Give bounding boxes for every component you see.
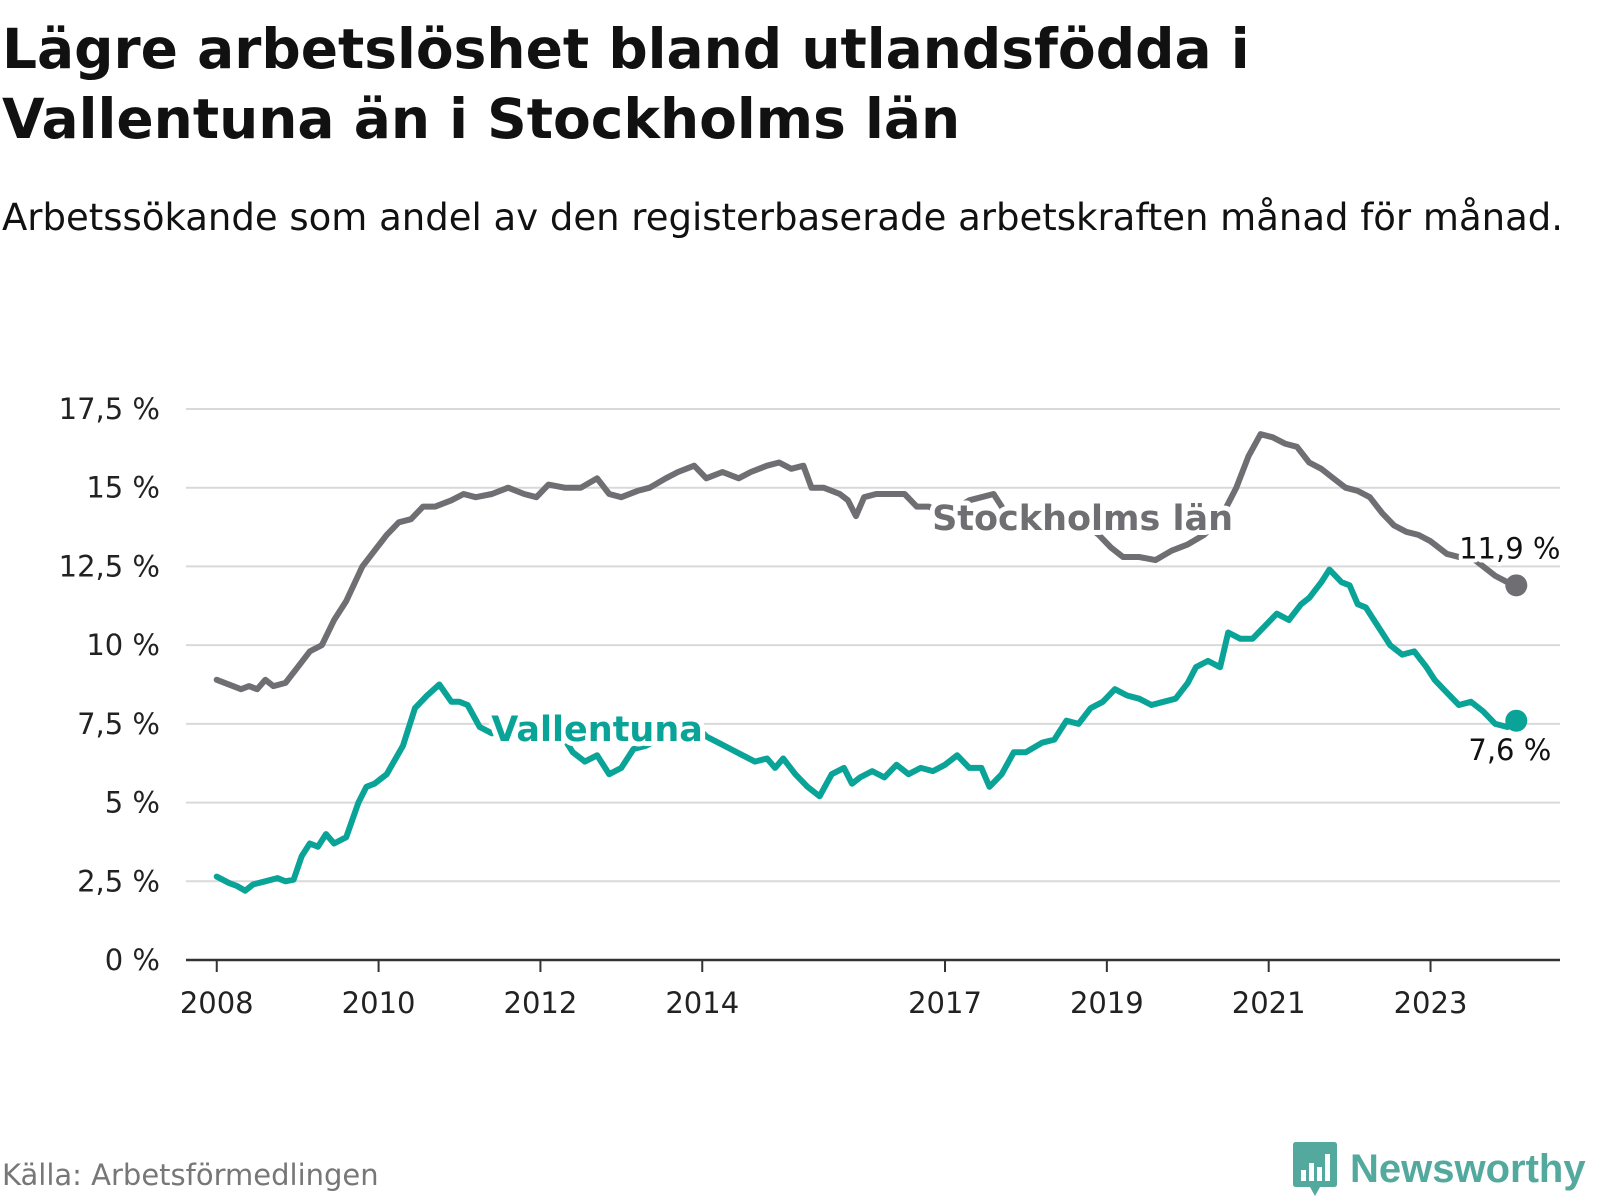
chart-title: Lägre arbetslöshet bland utlandsfödda i … [2,17,1250,151]
x-tick-label: 2017 [908,986,982,1020]
chart-subtitle: Arbetssökande som andel av den registerb… [2,196,1563,239]
source-note: Källa: Arbetsförmedlingen [2,1158,379,1192]
y-tick-label: 17,5 % [59,392,160,426]
y-tick-label: 0 % [105,943,160,977]
series-label-halo: Vallentuna [491,710,703,750]
line-chart: 0 % 2,5 % 5 % 7,5 % 10 % 12,5 % 15 % 17,5 % 200… [58,392,1564,1020]
end-value-label-stockholm: 11,9 % [1459,532,1560,566]
x-tick-label: 2012 [504,986,578,1020]
x-tick-label: 2023 [1394,986,1468,1020]
y-tick-label: 7,5 % [77,707,160,741]
x-tick-label: 2008 [180,986,254,1020]
x-tick-label: 2014 [665,986,739,1020]
x-tick-label: 2019 [1070,986,1144,1020]
x-tick-label: 2021 [1232,986,1306,1020]
series [213,431,1528,894]
y-tick-label: 12,5 % [59,549,160,583]
gridlines [186,408,1560,883]
bar-chart-logo-icon [1293,1142,1337,1196]
series-label-halo: Stockholms län [932,499,1233,539]
end-label-halo: 7,6 % [1468,733,1551,767]
x-tick-label: 2010 [342,986,416,1020]
series-label-stockholm: Stockholms län [932,499,1233,539]
series-line-vallentuna [213,566,1520,894]
end-point-stockholm [1505,574,1528,597]
series-line-stockholm [213,431,1520,693]
series-label-vallentuna: Vallentuna [491,710,703,750]
y-tick-label: 2,5 % [77,864,160,898]
brand-logo: Newsworthy [1292,1138,1586,1200]
end-point-vallentuna [1505,709,1528,732]
end-label-halo: 11,9 % [1459,532,1560,566]
brand-name: Newsworthy [1350,1146,1586,1191]
y-tick-label: 10 % [86,628,160,662]
end-value-label-vallentuna: 7,6 % [1468,733,1551,767]
x-axis: 2008 2010 2012 2014 2017 2019 2021 2023 [180,958,1560,1020]
y-tick-label: 5 % [105,786,160,820]
y-tick-label: 15 % [86,471,160,505]
y-axis: 0 % 2,5 % 5 % 7,5 % 10 % 12,5 % 15 % 17,5 % [59,392,160,977]
